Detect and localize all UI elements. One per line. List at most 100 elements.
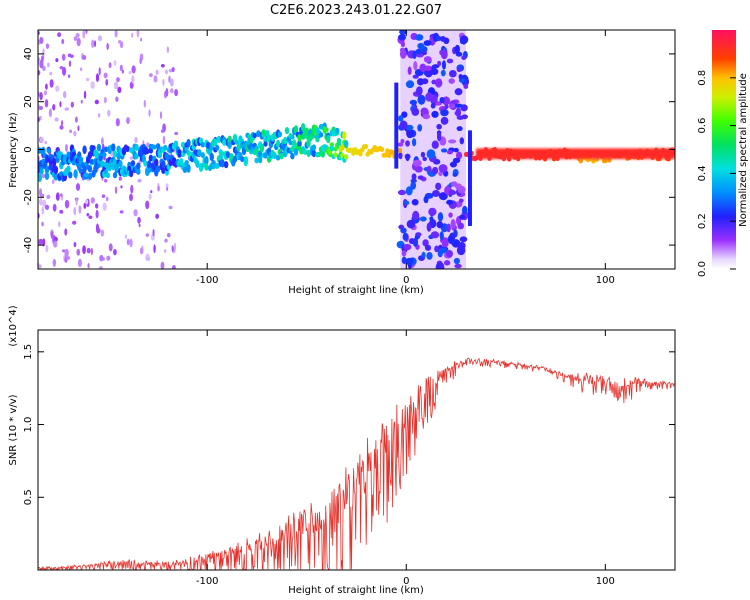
faint-speckle [39,188,43,197]
ridge-mark [311,144,317,151]
noise-speckle [431,79,437,85]
faint-speckle [87,263,90,269]
spectrogram-ytick-label: -20 [23,189,34,205]
noise-speckle [456,126,463,132]
ridge-mark [146,167,152,174]
faint-speckle [86,212,90,217]
ridge-mark [333,152,338,158]
faint-speckle [153,75,158,83]
ridge-mark [134,153,139,160]
noise-speckle [399,30,408,35]
noise-speckle [459,214,466,220]
ridge-mark [257,156,263,164]
faint-speckle [82,245,86,255]
faint-speckle [59,101,62,108]
faint-speckle [159,111,163,120]
ridge-mark [155,143,161,150]
noise-speckle [436,221,443,229]
noise-speckle [415,48,423,55]
faint-speckle [64,248,69,257]
snr-plot-area [38,357,675,570]
faint-speckle [139,247,144,255]
faint-speckle [152,229,155,237]
ridge-mark [343,154,349,160]
faint-speckle [155,213,159,219]
faint-speckle [119,210,124,214]
noise-speckle [417,175,424,180]
noise-speckle [435,182,442,191]
faint-speckle [86,247,91,254]
colorbar-gradient [712,30,736,269]
noise-speckle [421,251,426,259]
ridge-mark [304,127,309,137]
noise-speckle [404,200,410,206]
faint-speckle [157,185,160,192]
faint-speckle [57,32,62,38]
spectrogram-xtick-label: -100 [196,275,219,286]
ridge-mark [39,168,44,175]
noise-speckle [400,138,405,144]
faint-speckle [139,57,142,65]
faint-speckle [73,130,77,137]
noise-speckle [398,34,407,41]
faint-speckle [160,261,165,269]
ridge-mark [336,137,342,144]
faint-speckle [60,193,63,197]
faint-speckle [103,72,108,79]
faint-speckle [60,120,64,126]
colorbar-tick-label: 0.4 [697,165,708,181]
noise-speckle [446,249,453,258]
faint-speckle [41,206,45,215]
ridge-mark [254,157,259,164]
noise-speckle [429,95,438,103]
ridge-mark [302,148,308,155]
ridge-mark [66,165,71,173]
spectrogram-ytick-label: -40 [23,237,34,253]
ridge-mark [277,131,283,138]
noise-speckle [411,173,417,181]
faint-speckle [67,53,72,58]
noise-speckle [439,136,447,146]
ridge-mark [136,162,141,170]
faint-speckle [98,266,103,269]
faint-speckle [137,179,142,183]
ridge-mark [155,165,161,173]
noise-speckle [439,97,445,104]
faint-speckle [129,156,134,160]
faint-speckle [120,185,123,189]
noise-speckle [423,56,432,63]
noise-speckle [412,74,419,79]
faint-speckle [38,69,41,76]
faint-speckle [105,196,109,202]
faint-speckle [114,186,118,194]
faint-speckle [52,203,57,212]
faint-speckle [72,220,77,225]
ridge-mark [275,154,281,161]
ridge-mark [134,143,139,151]
faint-speckle [119,41,124,49]
noise-speckle [409,99,418,106]
ridge-mark [383,152,388,158]
faint-speckle [95,209,99,219]
faint-speckle [128,70,132,75]
noise-speckle [415,232,422,237]
ridge-mark [103,146,109,153]
faint-speckle [95,203,99,209]
faint-speckle [64,228,68,236]
faint-speckle [131,32,134,38]
ridge-mark [46,148,51,154]
faint-speckle [39,137,44,144]
noise-speckle [402,232,409,241]
faint-speckle [93,40,97,48]
ridge-mark [68,171,73,179]
noise-speckle [411,138,417,147]
noise-speckle [404,257,414,266]
noise-speckle [440,69,446,77]
faint-speckle [138,223,141,228]
faint-speckle [42,238,46,247]
ridge-mark [397,147,403,154]
faint-speckle [44,140,48,145]
spectrogram-xlabel: Height of straight line (km) [288,285,424,296]
ridge-mark [145,148,150,155]
faint-speckle [102,202,107,211]
